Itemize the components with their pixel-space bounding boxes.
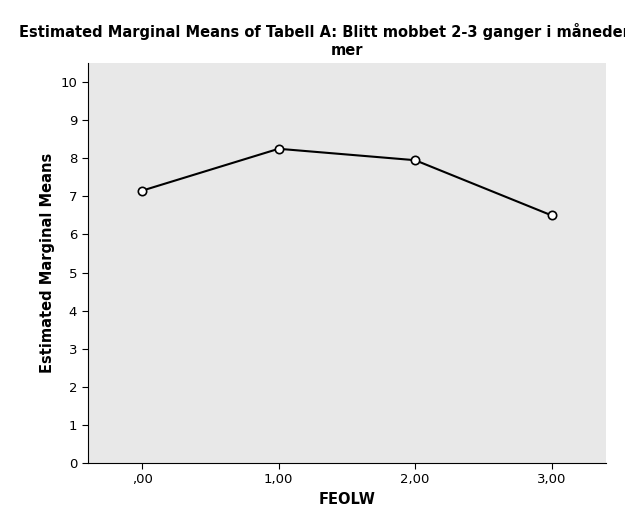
Title: Estimated Marginal Means of Tabell A: Blitt mobbet 2-3 ganger i måneden eller
me: Estimated Marginal Means of Tabell A: Bl… bbox=[19, 23, 625, 58]
X-axis label: FEOLW: FEOLW bbox=[319, 492, 375, 507]
Y-axis label: Estimated Marginal Means: Estimated Marginal Means bbox=[39, 153, 54, 373]
